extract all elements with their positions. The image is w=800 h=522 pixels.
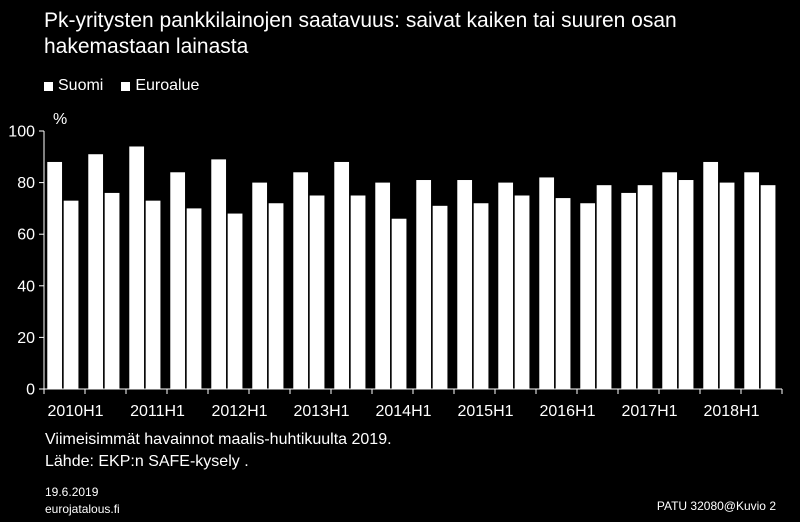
y-tick-label-0: 0 xyxy=(26,382,35,399)
bar-euroalue-2018H2 xyxy=(760,185,776,389)
legend-item-suomi: Suomi xyxy=(44,77,103,95)
legend-label-suomi: Suomi xyxy=(58,77,104,94)
x-tick-label-2015H1: 2015H1 xyxy=(457,403,513,420)
x-tick-label-2012H1: 2012H1 xyxy=(211,403,267,420)
bar-euroalue-2010H2 xyxy=(104,192,120,389)
x-tick-label-2010H1: 2010H1 xyxy=(47,403,103,420)
bar-euroalue-2011H2 xyxy=(186,208,202,389)
y-tick-label-60: 60 xyxy=(17,227,35,244)
bar-euroalue-2010H1 xyxy=(63,200,79,389)
bar-suomi-2010H2 xyxy=(88,154,104,389)
bar-euroalue-2018H1 xyxy=(719,182,735,389)
bar-euroalue-2012H1 xyxy=(227,213,243,389)
bar-euroalue-2012H2 xyxy=(268,203,284,389)
figure-code: PATU 32080@Kuvio 2 xyxy=(656,499,776,513)
publication-date: 19.6.2019 xyxy=(45,485,99,499)
footnote-latest: Viimeisimmät havainnot maalis-huhtikuult… xyxy=(45,431,392,448)
x-tick-label-2018H1: 2018H1 xyxy=(703,403,759,420)
bar-euroalue-2011H1 xyxy=(145,200,161,389)
y-tick-label-20: 20 xyxy=(17,330,35,347)
bar-suomi-2018H1 xyxy=(703,161,719,389)
legend-item-euroalue: Euroalue xyxy=(121,77,199,95)
bar-suomi-2010H1 xyxy=(47,161,63,389)
website: eurojatalous.fi xyxy=(45,502,120,516)
bar-suomi-2016H1 xyxy=(539,177,555,389)
bar-suomi-2015H1 xyxy=(457,180,473,389)
bar-suomi-2017H1 xyxy=(621,192,637,389)
chart-title: Pk-yritysten pankkilainojen saatavuus: s… xyxy=(44,9,677,58)
legend-swatch-suomi xyxy=(44,81,53,91)
bar-suomi-2015H2 xyxy=(498,182,514,389)
y-axis-label: % xyxy=(53,111,67,128)
bar-suomi-2014H2 xyxy=(416,180,432,389)
bar-euroalue-2015H2 xyxy=(514,195,530,389)
bar-suomi-2012H1 xyxy=(211,159,227,389)
bar-euroalue-2014H2 xyxy=(432,205,448,389)
bar-suomi-2018H2 xyxy=(744,172,760,389)
legend-swatch-euroalue xyxy=(121,81,131,91)
bar-euroalue-2013H1 xyxy=(309,195,325,389)
legend: Suomi Euroalue xyxy=(44,77,199,95)
bar-euroalue-2017H2 xyxy=(678,180,694,389)
bar-suomi-2016H2 xyxy=(580,203,596,389)
bar-suomi-2013H2 xyxy=(334,161,350,389)
x-tick-label-2017H1: 2017H1 xyxy=(621,403,677,420)
x-tick-label-2014H1: 2014H1 xyxy=(375,403,431,420)
bar-suomi-2011H1 xyxy=(129,146,145,389)
legend-label-euroalue: Euroalue xyxy=(135,77,200,94)
x-tick-label-2013H1: 2013H1 xyxy=(293,403,349,420)
y-tick-label-100: 100 xyxy=(8,124,35,141)
bar-euroalue-2016H1 xyxy=(555,198,571,389)
footnote-source: Lähde: EKP:n SAFE-kysely . xyxy=(45,453,249,470)
x-tick-label-2016H1: 2016H1 xyxy=(539,403,595,420)
bar-euroalue-2014H1 xyxy=(391,218,407,389)
bar-euroalue-2013H2 xyxy=(350,195,366,389)
bar-euroalue-2017H1 xyxy=(637,185,653,389)
y-tick-label-40: 40 xyxy=(17,278,35,295)
bar-suomi-2017H2 xyxy=(662,172,678,389)
bar-euroalue-2016H2 xyxy=(596,185,612,389)
bar-suomi-2013H1 xyxy=(293,172,309,389)
x-tick-label-2011H1: 2011H1 xyxy=(130,403,185,420)
bar-suomi-2012H2 xyxy=(252,182,268,389)
y-tick-label-80: 80 xyxy=(17,175,35,192)
bar-suomi-2014H1 xyxy=(375,182,391,389)
bar-suomi-2011H2 xyxy=(170,172,186,389)
bar-euroalue-2015H1 xyxy=(473,203,489,389)
